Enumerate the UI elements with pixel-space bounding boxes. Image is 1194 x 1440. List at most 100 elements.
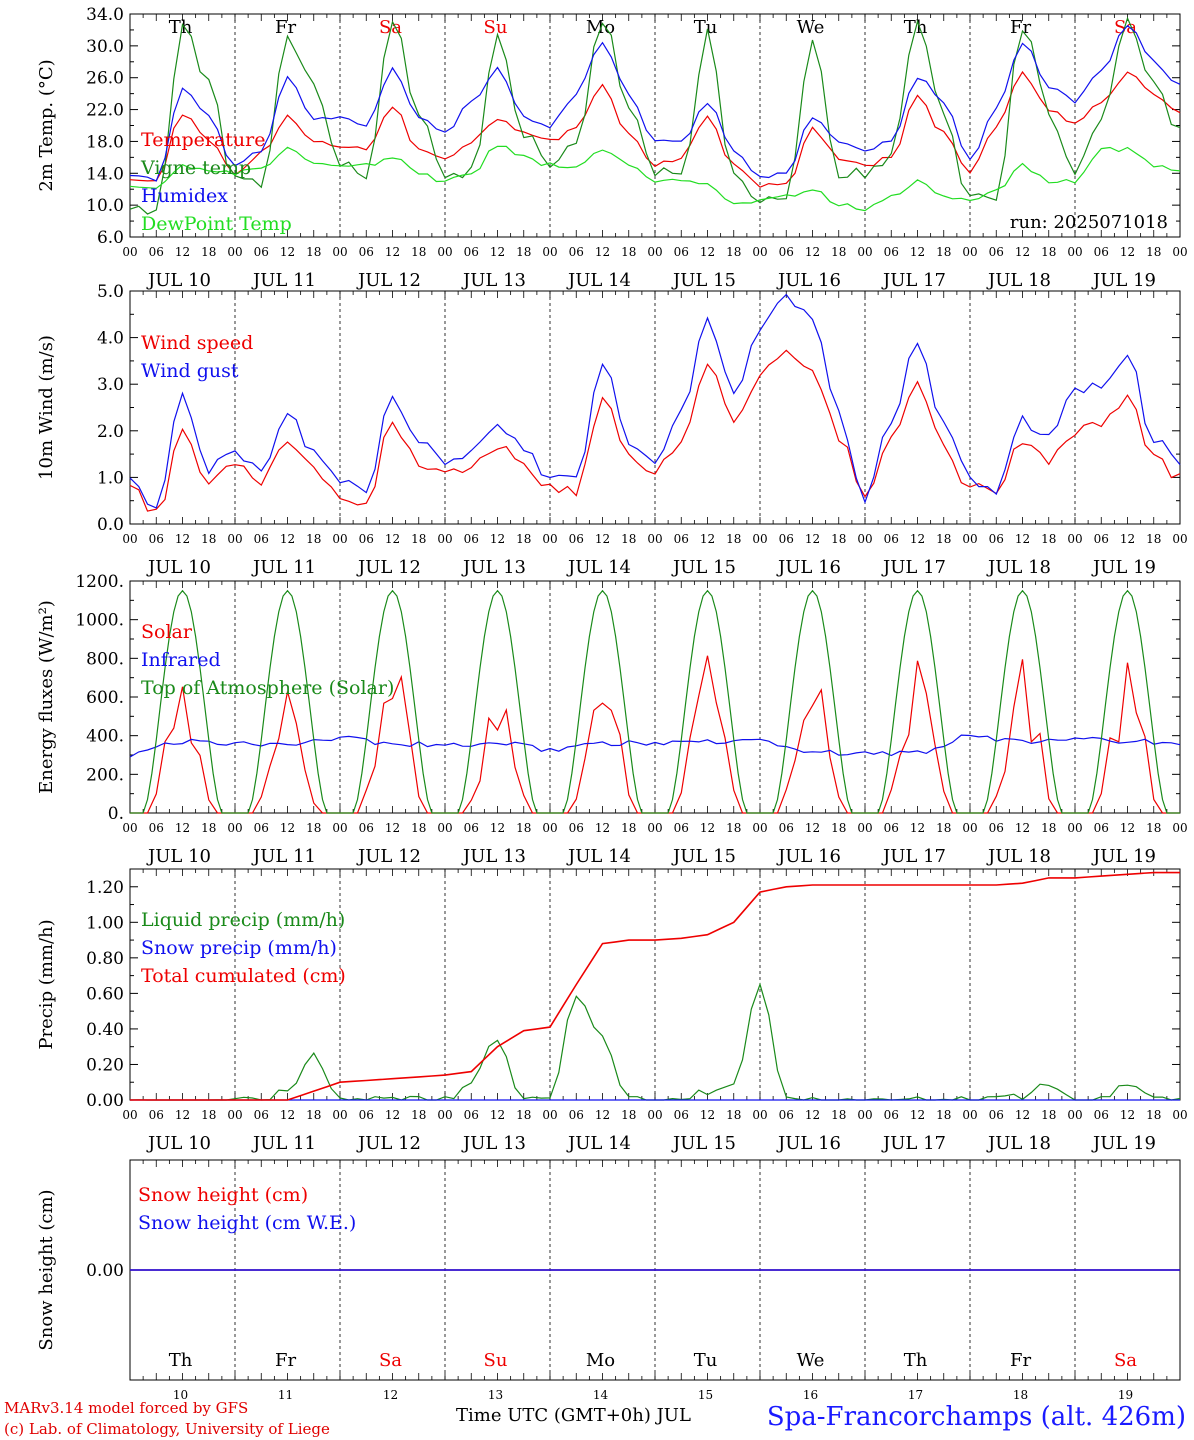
hour-tick-label: 06 [989, 532, 1004, 546]
day-number-label: 13 [488, 1388, 503, 1402]
hour-tick-label: 06 [254, 821, 269, 835]
day-label: JUL 17 [881, 270, 946, 291]
y-tick-label: 800. [86, 649, 124, 669]
day-number-label: 11 [278, 1388, 293, 1402]
hour-tick-label: 12 [805, 1108, 820, 1122]
dow-label: Mo [586, 1350, 615, 1371]
hour-tick-label: 06 [569, 1108, 584, 1122]
hour-tick-label: 00 [1172, 1108, 1187, 1122]
panel-2: 00 06 12 18 00 06 12 18 00 06 12 18 00 06 12 18 00 06 12 18… [36, 282, 1188, 578]
series-line-top-of-atmosphere-solar- [130, 589, 1180, 814]
day-label: JUL 15 [671, 1133, 736, 1154]
hour-tick-label: 06 [779, 1108, 794, 1122]
hour-tick-label: 18 [831, 821, 846, 835]
hour-tick-label: 12 [175, 1108, 190, 1122]
y-axis-label: 2m Temp. (°C) [36, 59, 57, 191]
hour-tick-label: 12 [595, 532, 610, 546]
day-label: JUL 13 [461, 557, 526, 578]
hour-tick-label: 12 [385, 532, 400, 546]
day-number-label: 12 [383, 1388, 398, 1402]
hour-tick-label: 06 [779, 532, 794, 546]
hour-tick-label: 06 [464, 821, 479, 835]
dow-label: Su [484, 17, 508, 38]
day-number-label: 19 [1118, 1388, 1133, 1402]
day-label: JUL 10 [146, 1133, 211, 1154]
hour-tick-label: 00 [122, 1108, 137, 1122]
hour-tick-label: 18 [936, 245, 951, 259]
day-label: JUL 13 [461, 846, 526, 867]
y-tick-label: 5.0 [97, 282, 124, 302]
series-line-wind-gust [129, 293, 1181, 509]
series-line-humidex [129, 24, 1181, 182]
hour-tick-label: 12 [805, 245, 820, 259]
hour-tick-label: 00 [122, 245, 137, 259]
hour-tick-label: 06 [359, 245, 374, 259]
hour-tick-label: 18 [726, 1108, 741, 1122]
day-label: JUL 12 [356, 557, 421, 578]
hour-tick-label: 18 [1041, 245, 1056, 259]
hour-tick-label: 00 [122, 532, 137, 546]
dow-label: Fr [275, 1350, 296, 1371]
hour-tick-label: 18 [831, 245, 846, 259]
hour-tick-label: 00 [1172, 532, 1187, 546]
dow-label: Sa [1114, 1350, 1137, 1371]
hour-tick-label: 18 [516, 821, 531, 835]
day-number-label: 18 [1013, 1388, 1028, 1402]
day-label: JUL 15 [671, 270, 736, 291]
y-tick-label: 600. [86, 688, 124, 708]
hour-tick-label: 00 [1067, 245, 1082, 259]
hour-tick-label: 12 [595, 1108, 610, 1122]
legend-entry: Temperature [141, 129, 265, 151]
day-label: JUL 12 [356, 846, 421, 867]
hour-tick-label: 06 [779, 821, 794, 835]
y-tick-label: 1.20 [86, 878, 124, 898]
hour-tick-label: 06 [359, 1108, 374, 1122]
hour-tick-label: 18 [306, 821, 321, 835]
hour-tick-label: 06 [989, 821, 1004, 835]
hour-tick-label: 18 [411, 532, 426, 546]
legend-entry: Vigne temp [140, 157, 251, 179]
day-number-label: 14 [593, 1388, 609, 1402]
hour-tick-label: 18 [516, 1108, 531, 1122]
hour-tick-label: 00 [542, 1108, 557, 1122]
station-title: Spa-Francorchamps (alt. 426m) [766, 1402, 1186, 1432]
hour-tick-label: 12 [1120, 821, 1135, 835]
y-tick-label: 10.0 [86, 196, 124, 216]
hour-tick-label: 00 [752, 245, 767, 259]
hour-tick-label: 12 [280, 821, 295, 835]
day-number-label: 16 [803, 1388, 818, 1402]
hour-tick-label: 18 [726, 532, 741, 546]
legend-entry: Humidex [141, 185, 228, 207]
hour-tick-label: 00 [1067, 532, 1082, 546]
hour-tick-label: 18 [936, 532, 951, 546]
day-label: JUL 11 [251, 1133, 316, 1154]
legend-entry: DewPoint Temp [141, 213, 292, 235]
series-line-wind-speed [129, 349, 1181, 512]
day-label: JUL 16 [776, 270, 841, 291]
hour-tick-label: 00 [542, 821, 557, 835]
hour-tick-label: 06 [149, 532, 164, 546]
y-tick-label: 0. [108, 804, 124, 824]
day-label: JUL 14 [566, 270, 631, 291]
day-number-label: 10 [173, 1388, 188, 1402]
y-axis-label: 10m Wind (m/s) [36, 335, 57, 480]
hour-tick-label: 06 [464, 532, 479, 546]
y-tick-label: 1200. [75, 572, 124, 592]
y-tick-label: 6.0 [97, 228, 124, 248]
y-tick-label: 0.60 [86, 984, 124, 1004]
hour-tick-label: 12 [1015, 1108, 1030, 1122]
hour-tick-label: 12 [910, 1108, 925, 1122]
day-label: JUL 19 [1091, 557, 1156, 578]
hour-tick-label: 12 [490, 821, 505, 835]
hour-tick-label: 12 [805, 821, 820, 835]
legend-entry: Top of Atmosphere (Solar) [141, 677, 394, 699]
day-label: JUL 16 [776, 1133, 841, 1154]
hour-tick-label: 06 [149, 1108, 164, 1122]
series-line-temperature [129, 70, 1181, 188]
hour-tick-label: 00 [1067, 1108, 1082, 1122]
y-tick-label: 0.0 [97, 515, 124, 535]
hour-tick-label: 06 [254, 245, 269, 259]
legend-entry: Snow height (cm) [138, 1184, 308, 1206]
series-line-total-cumulated-cm- [130, 871, 1180, 1101]
day-label: JUL 10 [146, 557, 211, 578]
